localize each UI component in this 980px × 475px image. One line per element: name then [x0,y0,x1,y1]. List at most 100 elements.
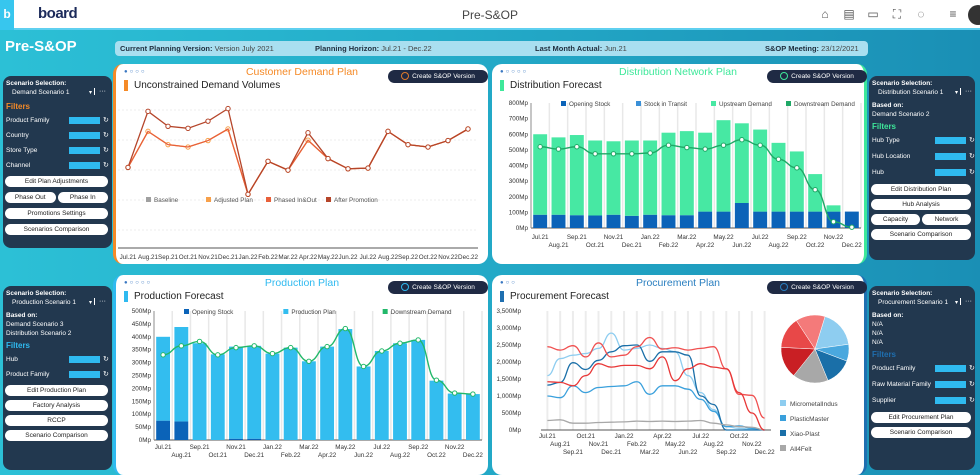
page-dots[interactable]: ●○○○○ [124,280,153,286]
refresh-icon[interactable]: ↻ [969,365,975,372]
button-edit-procurement-plan[interactable]: Edit Procurement Plan [871,412,971,423]
series-line [127,107,469,196]
filter-selector[interactable] [69,147,100,154]
menu-icon[interactable]: ≡ [949,7,957,21]
refresh-icon[interactable]: ↻ [969,397,975,404]
filter-selector[interactable] [935,137,966,144]
x-tick-label: Jan.22 [615,433,634,440]
hierarchy-icon[interactable]: ▤ [843,7,855,21]
scenario-value: Distribution Scenario 1 [878,89,944,96]
button-rccp[interactable]: RCCP [5,415,108,426]
data-point [415,337,421,343]
bar-opening-stock [698,211,713,228]
based-on-label: Based on: [6,312,38,319]
filter-product-family[interactable]: Product Family ↻ [872,364,976,374]
filter-hub[interactable]: Hub ↻ [6,355,110,365]
page-dots[interactable]: ●○○○ [124,69,147,75]
filter-channel[interactable]: Channel ↻ [6,161,110,171]
scenario-dropdown[interactable]: Procurement Scenario 1 ▾ [872,299,972,309]
button-scenario-comparison[interactable]: Scenario Comparison [871,427,971,438]
button-factory-analysis[interactable]: Factory Analysis [5,400,108,411]
scenario-value: Production Scenario 1 [12,299,76,306]
button-edit-plan-adjustments[interactable]: Edit Plan Adjustments [5,176,108,187]
filter-country[interactable]: Country ↻ [6,131,110,141]
network-icon[interactable]: ⛶ [892,7,902,21]
create-sop-version-button[interactable]: Create S&OP Version [388,70,488,83]
button-edit-production-plan[interactable]: Edit Production Plan [5,385,108,396]
filter-hub-type[interactable]: Hub Type ↻ [872,136,976,146]
more-options-icon[interactable]: ··· [94,298,106,305]
button-promotions-settings[interactable]: Promotions Settings [5,208,108,219]
refresh-icon[interactable]: ↻ [103,356,109,363]
filter-store-type[interactable]: Store Type ↻ [6,146,110,156]
x-tick-label: Nov.21 [604,234,624,241]
scenario-dropdown[interactable]: Production Scenario 1 ▾ [6,299,106,309]
create-sop-version-button[interactable]: Create S&OP Version [388,281,488,294]
y-tick-label: 800Mp [509,100,529,107]
filter-selector[interactable] [69,371,100,378]
page-dots[interactable]: ●○○○○ [500,69,529,75]
filter-hub[interactable]: Hub ↻ [872,168,976,178]
filter-selector[interactable] [69,162,100,169]
page-dots[interactable]: ●○○ [500,280,517,286]
refresh-icon[interactable]: ↻ [103,162,109,169]
filter-label: Raw Material Family [872,381,931,388]
filter-selector[interactable] [935,397,966,404]
button-hub-analysis[interactable]: Hub Analysis [871,199,971,210]
filter-selector[interactable] [935,381,966,388]
button-scenario-comparison[interactable]: Scenario Comparison [871,229,971,240]
refresh-icon[interactable]: ↻ [969,153,975,160]
filter-selector[interactable] [935,153,966,160]
more-options-icon[interactable]: ··· [960,298,972,305]
refresh-icon[interactable]: ↻ [103,117,109,124]
filter-supplier[interactable]: Supplier ↻ [872,396,976,406]
legend-label: Opening Stock [569,101,611,108]
refresh-icon[interactable]: ↻ [969,381,975,388]
data-point [574,144,580,150]
more-options-icon[interactable]: ··· [960,88,972,95]
list-icon[interactable]: ▭ [867,7,879,21]
refresh-icon[interactable]: ↻ [103,132,109,139]
chat-icon[interactable]: ◌ [917,7,925,21]
x-tick-label: Oct.21 [179,254,198,261]
bar-opening-stock [156,420,171,440]
logo-square[interactable]: b [0,0,14,30]
more-options-icon[interactable]: ··· [94,88,106,95]
create-sop-version-button[interactable]: Create S&OP Version [767,281,867,294]
scenario-dropdown[interactable]: Demand Scenario 1 ▾ [6,89,106,99]
filter-raw-material-family[interactable]: Raw Material Family ↻ [872,380,976,390]
filter-selector[interactable] [69,117,100,124]
horizon-value: Jul.21 - Dec.22 [381,44,432,53]
filter-selector[interactable] [935,169,966,176]
scenario-dropdown[interactable]: Distribution Scenario 1 ▾ [872,89,972,99]
filter-selector[interactable] [935,365,966,372]
button-scenarios-comparison[interactable]: Scenarios Comparison [5,224,108,235]
button-scenario-comparison[interactable]: Scenario Comparison [5,430,108,441]
button-network[interactable]: Network [922,214,971,225]
button-phase-in[interactable]: Phase In [57,192,108,203]
refresh-icon[interactable]: ↻ [103,371,109,378]
create-sop-version-button[interactable]: Create S&OP Version [767,70,867,83]
filter-selector[interactable] [69,132,100,139]
filter-selector[interactable] [69,356,100,363]
refresh-icon[interactable]: ↻ [969,169,975,176]
data-point [592,151,598,157]
filter-product-family[interactable]: Product Family ↻ [6,116,110,126]
avatar[interactable] [968,5,980,25]
x-tick-label: Dec.21 [218,254,238,261]
button-capacity[interactable]: Capacity [871,214,920,225]
filter-product-family[interactable]: Product Family ↻ [6,370,110,380]
refresh-icon[interactable]: ↻ [969,137,975,144]
data-point [233,344,239,351]
home-icon[interactable]: ⌂ [821,7,829,21]
button-phase-out[interactable]: Phase Out [5,192,56,203]
refresh-icon[interactable]: ↻ [103,147,109,154]
button-edit-distribution-plan[interactable]: Edit Distribution Plan [871,184,971,195]
data-point [849,224,855,230]
data-point [405,141,411,148]
data-point [325,155,331,162]
meeting-value: 23/12/2021 [821,44,859,53]
filter-hub-location[interactable]: Hub Location ↻ [872,152,976,162]
bar-upstream-demand [734,123,749,203]
board-logo[interactable]: board [38,5,78,22]
